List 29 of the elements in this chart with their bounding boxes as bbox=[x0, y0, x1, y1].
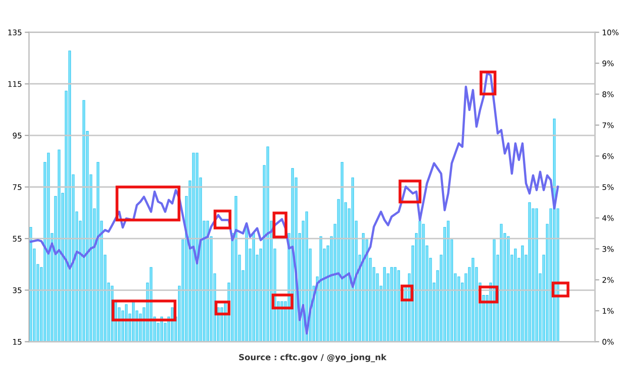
bar bbox=[47, 152, 50, 342]
bar bbox=[472, 258, 474, 342]
bar bbox=[521, 246, 524, 342]
line-series bbox=[30, 72, 559, 335]
bar bbox=[500, 224, 503, 342]
bar bbox=[340, 162, 344, 342]
bar bbox=[96, 162, 100, 342]
bar bbox=[82, 100, 86, 342]
bar bbox=[58, 150, 60, 342]
bar bbox=[397, 270, 400, 342]
bar bbox=[422, 224, 425, 342]
bar bbox=[390, 267, 393, 342]
bar bbox=[280, 301, 284, 342]
bar bbox=[528, 202, 531, 342]
bar bbox=[394, 267, 396, 342]
bar bbox=[150, 267, 152, 342]
bar bbox=[192, 152, 195, 342]
source-note: Source : cftc.gov / @yo_jong_nk bbox=[239, 354, 387, 362]
bar bbox=[266, 146, 270, 342]
bar bbox=[446, 220, 450, 342]
bar bbox=[196, 152, 198, 342]
bar bbox=[457, 276, 460, 342]
bar bbox=[418, 220, 422, 342]
bar bbox=[535, 208, 538, 342]
bar bbox=[252, 233, 255, 342]
bar bbox=[506, 236, 510, 342]
bar bbox=[383, 267, 386, 342]
bar bbox=[514, 248, 517, 342]
bar bbox=[234, 196, 238, 342]
